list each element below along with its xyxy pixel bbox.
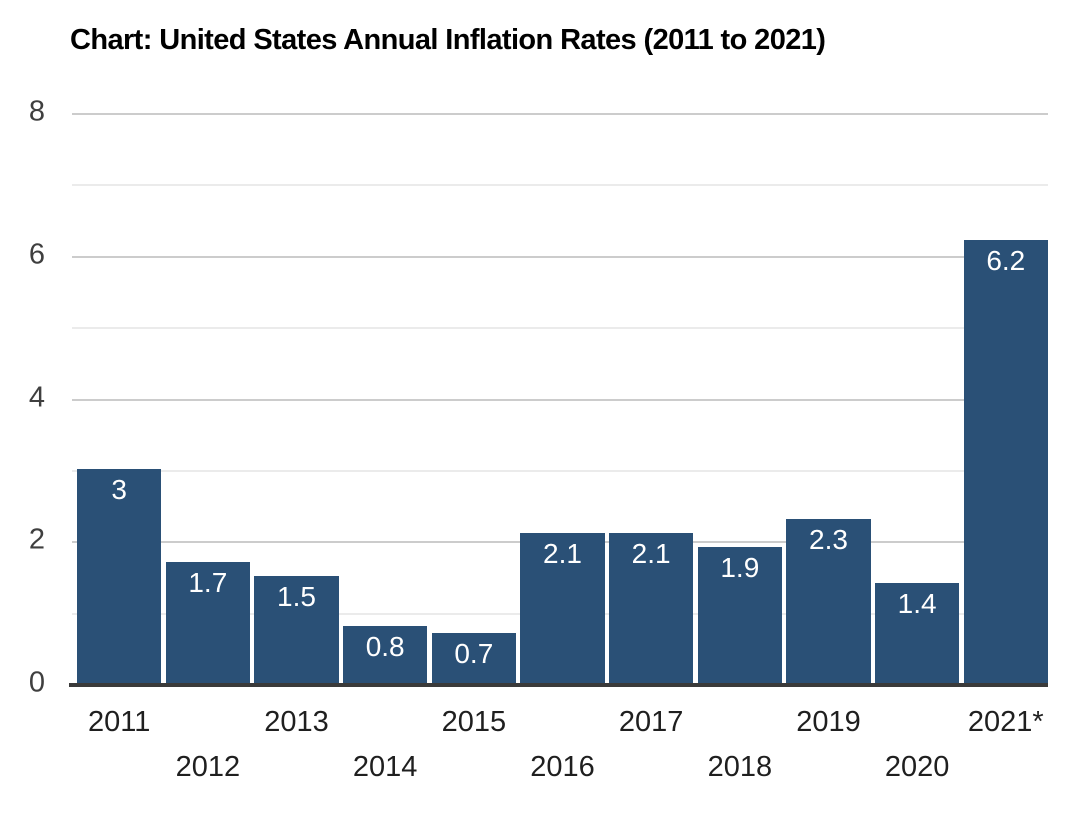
bar-value-label: 1.7 [188, 566, 228, 598]
bar-value-label: 0.7 [454, 638, 494, 670]
bar-value-label: 2.1 [543, 538, 582, 570]
plot-area: 0 2 4 6 8 3 1.7 1.5 0.8 0.7 2.1 2.1 1.9 2.3 1.4 6.2 20… [29, 97, 1048, 783]
x-tick-label-2018: 2018 [707, 751, 773, 783]
gridline-major-8 [72, 113, 1048, 115]
bar-2012: 1.7 [165, 561, 251, 683]
bar-2016: 2.1 [520, 533, 605, 683]
x-tick-label-2013: 2013 [264, 706, 329, 738]
y-tick-label-6: 6 [28, 238, 45, 271]
gridline-minor-7 [72, 184, 1048, 187]
gridline-major-4 [72, 398, 1048, 401]
bar-value-label: 1.9 [720, 552, 760, 584]
x-tick-label-2017: 2017 [618, 706, 684, 738]
bar-value-label: 3 [111, 473, 127, 505]
y-tick-label-2: 2 [28, 523, 45, 556]
bar-value-label: 2.1 [631, 538, 671, 570]
x-tick-label-2021*: 2021* [967, 706, 1044, 738]
bar-2021*: 6.2 [963, 240, 1048, 683]
bar-value-label: 1.4 [897, 588, 937, 620]
chart-title: Chart: United States Annual Inflation Ra… [70, 24, 826, 56]
bar-2015: 0.7 [431, 633, 516, 683]
x-tick-label-2012: 2012 [175, 751, 241, 783]
bar-2019: 2.3 [786, 518, 871, 683]
gridline-minor-5 [72, 327, 1048, 330]
gridline-minor-3 [72, 469, 1048, 472]
x-tick-label-2020: 2020 [884, 751, 950, 783]
bar-2018: 1.9 [697, 547, 782, 683]
x-axis-line [69, 683, 1048, 687]
y-tick-label-8: 8 [28, 95, 45, 128]
x-tick-label-2016: 2016 [530, 751, 595, 783]
bar-2011: 3 [77, 468, 162, 683]
bar-2017: 2.1 [608, 533, 694, 683]
x-tick-label-2014: 2014 [352, 751, 418, 783]
x-tick-label-2019: 2019 [796, 706, 861, 738]
x-tick-label-2015: 2015 [441, 706, 507, 738]
gridline-major-6 [72, 255, 1048, 258]
bar-value-label: 0.8 [365, 630, 405, 662]
bar-value-label: 6.2 [986, 245, 1026, 277]
bar-value-label: 2.3 [809, 523, 848, 555]
y-tick-label-4: 4 [28, 381, 45, 413]
bar-value-label: 1.5 [277, 580, 316, 612]
x-tick-label-2011: 2011 [87, 706, 151, 738]
bar-2020: 1.4 [874, 583, 960, 683]
bar-2013: 1.5 [254, 575, 339, 683]
y-tick-label-0: 0 [28, 666, 45, 699]
bar-2014: 0.8 [342, 625, 428, 683]
